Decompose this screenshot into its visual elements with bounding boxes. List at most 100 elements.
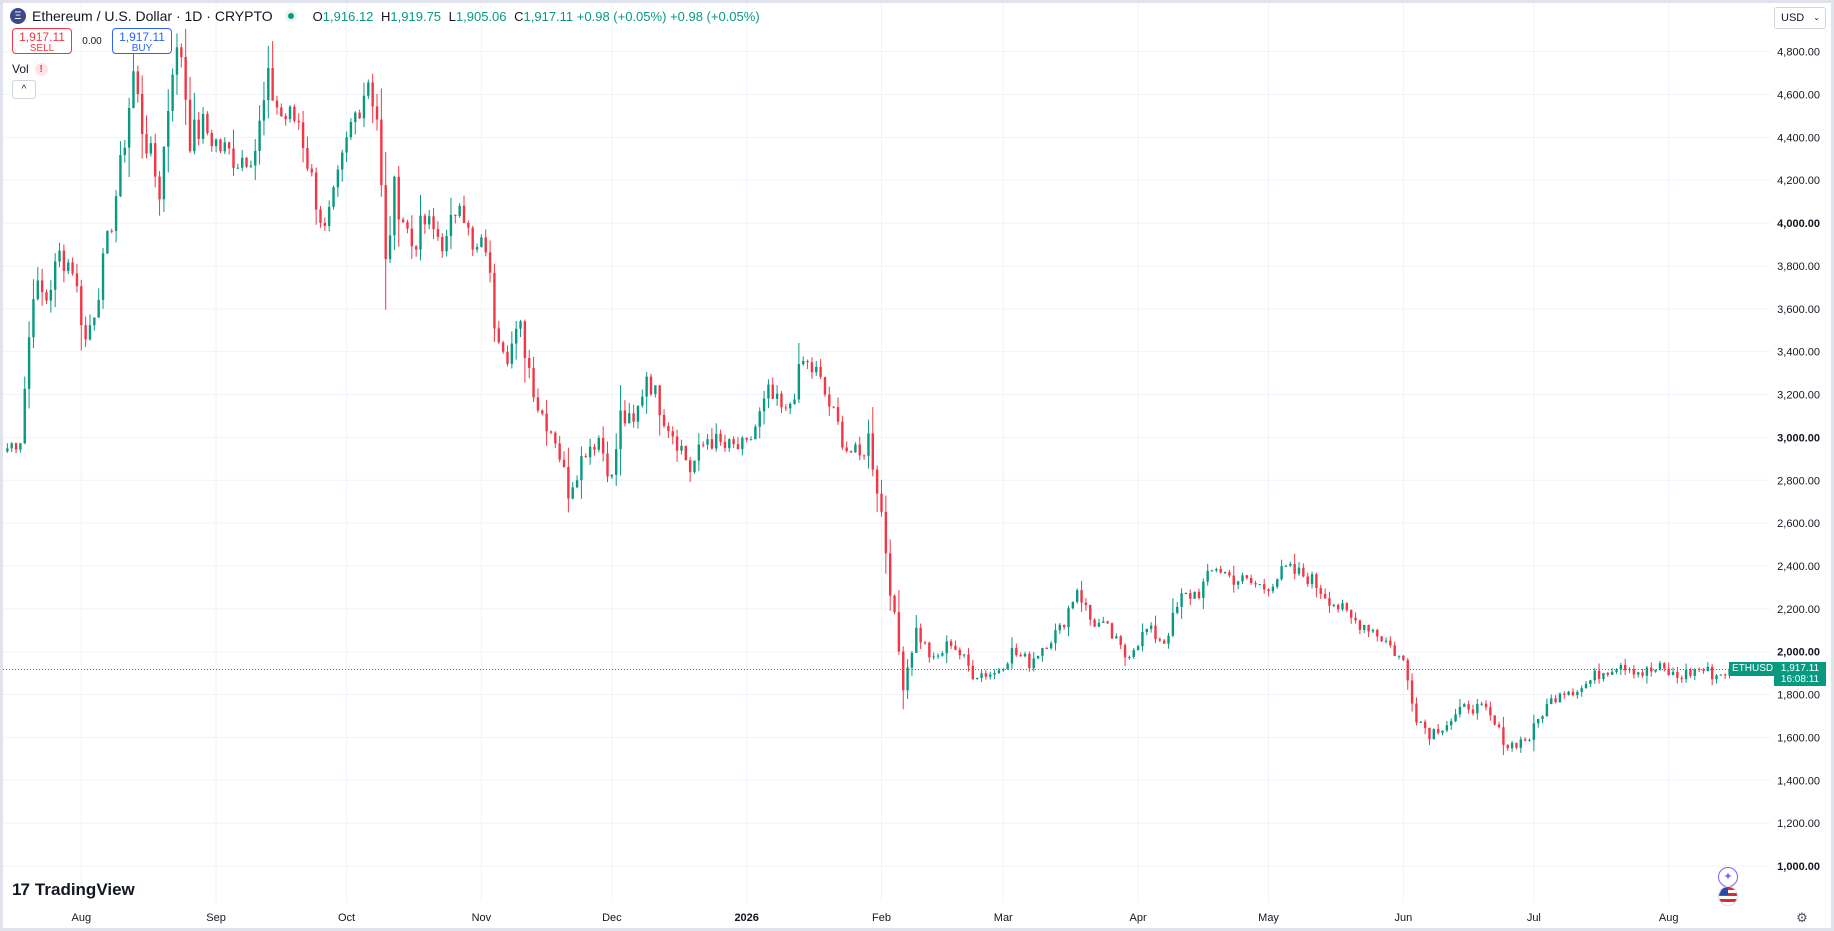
candle-body <box>1258 584 1262 586</box>
candle-body <box>1567 691 1570 696</box>
candle-body <box>432 216 435 230</box>
candle-body <box>288 106 292 120</box>
candle-body <box>488 252 492 273</box>
candle-body <box>749 439 753 441</box>
candle-body <box>280 107 283 117</box>
candle-body <box>84 325 87 340</box>
candle-body <box>1332 604 1335 606</box>
candle-body <box>941 653 944 656</box>
candle-body <box>410 228 414 247</box>
y-tick-label: 3,600.00 <box>1777 304 1820 316</box>
candle-body <box>1054 630 1057 644</box>
candle-body <box>93 317 96 326</box>
candle-body <box>936 655 940 657</box>
candle-body <box>1145 628 1148 632</box>
candle-body <box>497 328 500 343</box>
candle-body <box>1097 622 1101 627</box>
candle-body <box>1245 575 1249 579</box>
candle-body <box>636 405 640 422</box>
candle-body <box>506 351 509 364</box>
gear-icon[interactable]: ⚙ <box>1796 910 1808 925</box>
time-axis[interactable]: Aug Sep Oct Nov Dec 2026 Feb Mar Apr May Jun Jul Aug <box>71 912 1678 924</box>
candle-body <box>649 376 653 395</box>
candle-body <box>219 139 222 152</box>
candle-body <box>306 148 309 169</box>
candle-body <box>1623 664 1627 671</box>
candle-body <box>967 654 970 666</box>
candle-body <box>523 321 527 359</box>
candle-body <box>710 439 714 449</box>
candle-body <box>1436 729 1440 733</box>
market-status-icon[interactable] <box>284 10 297 22</box>
candle-body <box>1302 567 1305 577</box>
collapse-indicators-button[interactable]: ^ <box>12 80 36 99</box>
buy-button[interactable]: 1,917.11 BUY <box>112 28 172 54</box>
candle-body <box>1071 601 1075 609</box>
candle-body <box>423 215 427 225</box>
candle-body <box>1323 593 1327 599</box>
candle-body <box>1476 704 1479 714</box>
candle-body <box>1558 693 1562 703</box>
candle-body <box>401 219 405 222</box>
candle-body <box>1271 586 1275 592</box>
candles <box>6 28 1731 756</box>
candle-body <box>88 325 92 340</box>
candle-body <box>902 651 905 691</box>
candle-body <box>1580 688 1583 692</box>
candle-body <box>45 292 48 301</box>
high-value: 1,919.75 <box>390 8 442 24</box>
candle-body <box>232 148 235 168</box>
x-tick-label: Jul <box>1527 912 1541 924</box>
candle-body <box>706 439 709 445</box>
candle-body <box>1406 660 1409 681</box>
candle-body <box>619 410 622 450</box>
candle-body <box>414 246 418 250</box>
ai-assistant-icon[interactable]: ✦ <box>1718 867 1738 887</box>
price-axis[interactable]: 1,000.00 1,200.00 1,400.00 1,600.00 1,800.00… <box>1777 47 1820 873</box>
candle-body <box>884 511 888 554</box>
candle-body <box>1128 657 1131 659</box>
candle-body <box>284 116 287 120</box>
candle-body <box>1089 605 1092 620</box>
candle-body <box>975 677 979 680</box>
y-tick-label: 2,000.00 <box>1777 647 1820 659</box>
candle-body <box>323 222 327 226</box>
candle-body <box>841 421 844 448</box>
candle-body <box>1058 624 1062 631</box>
candle-body <box>1397 655 1401 657</box>
tradingview-logo[interactable]: 17 TradingView <box>12 880 135 900</box>
candle-body <box>588 446 592 458</box>
warning-icon[interactable]: ! <box>34 62 48 76</box>
candle-body <box>240 157 244 168</box>
candle-body <box>767 384 770 399</box>
candle-body <box>1467 704 1470 710</box>
candle-body <box>1432 729 1436 740</box>
candle-body <box>1202 581 1205 598</box>
candle-body <box>1236 581 1240 585</box>
candle-body <box>1336 604 1340 610</box>
candle-body <box>358 112 361 119</box>
candle-body <box>1663 663 1666 669</box>
volume-indicator[interactable]: Vol ! <box>12 62 48 76</box>
sell-button[interactable]: 1,917.11 SELL <box>12 28 72 54</box>
candle-body <box>1719 674 1723 676</box>
sell-label: SELL <box>29 43 55 54</box>
candle-body <box>923 642 927 644</box>
symbol-title[interactable]: Ethereum / U.S. Dollar · 1D · CRYPTO <box>32 8 273 24</box>
candle-body <box>475 247 479 250</box>
candle-body <box>632 413 635 422</box>
candle-body <box>393 176 396 236</box>
candle-body <box>597 437 601 450</box>
bar-countdown: 16:08:11 <box>1780 674 1820 685</box>
candle-body <box>1215 568 1218 571</box>
currency-selector[interactable]: USD ⌄ <box>1774 7 1826 29</box>
candle-body <box>836 407 840 422</box>
candle-body <box>245 157 248 167</box>
candle-body <box>1724 674 1727 676</box>
candle-body <box>1454 714 1457 722</box>
candle-body <box>1680 677 1683 680</box>
candle-body <box>1371 630 1375 632</box>
us-flag-icon[interactable] <box>1718 886 1738 906</box>
candle-body <box>1110 623 1114 639</box>
